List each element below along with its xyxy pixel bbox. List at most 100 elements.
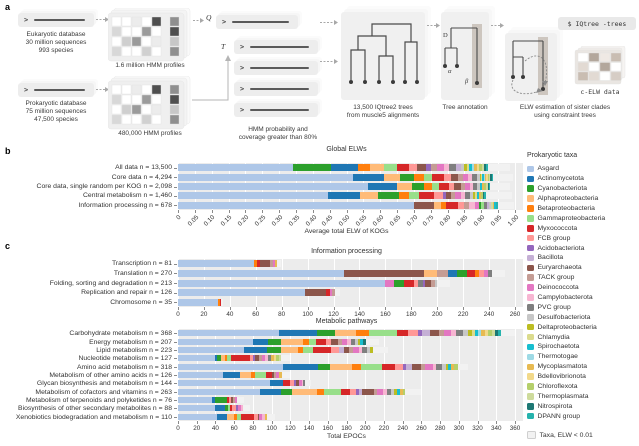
y-tick-mark (174, 195, 177, 197)
x-tick-label: 0.25 (253, 214, 268, 228)
row-label: Nucleotide metabolism n = 127 (78, 355, 172, 363)
bar-segment-fcb-group (250, 355, 253, 362)
legend-swatch (527, 175, 534, 183)
legend-label: Asgard (537, 165, 560, 173)
x-tick-mark (498, 210, 500, 213)
bar-segment-betaproteobacteria (224, 355, 227, 362)
bar-segment-cyanobacteriota (215, 397, 227, 404)
bar-segment-asgard (178, 355, 216, 362)
legend-item: Deltaproteobacteria (527, 322, 639, 332)
bar-segment-chlamydia (474, 192, 477, 200)
bar-row (178, 413, 276, 420)
bar-segment-campylobacterota (469, 201, 475, 209)
bar-row (178, 338, 380, 345)
bar-segment-chloroflexota (487, 330, 493, 337)
bar-segment-myxococcota (439, 183, 450, 190)
bar-segment-actinomycetota (331, 164, 359, 172)
legend-item: Myxococcota (527, 223, 639, 233)
bar-segment-campylobacterota (240, 405, 243, 412)
bar-segment-campylobacterota (461, 192, 466, 200)
legend-swatch (527, 412, 534, 420)
bar-segment-asgard (178, 413, 218, 420)
fasta-gt-icon: > (24, 16, 29, 24)
bar-segment-euryarchaeota (257, 413, 260, 420)
legend-label: Spirochaetota (537, 343, 580, 351)
bar-segment-asgard (178, 397, 212, 404)
bar-segment-mycoplasmatota (492, 201, 495, 209)
bar-segment-deinococcota (298, 380, 302, 387)
bar-segment-deinococcota (235, 397, 237, 404)
bar-segment-chloroflexota (276, 355, 279, 362)
clade-d-label: D (443, 32, 448, 39)
sequence-line-icon (250, 109, 309, 111)
profiles2-caption: 480,000 HMM profiles (118, 130, 182, 137)
gridline (515, 329, 516, 421)
legend-label: Deinococcota (537, 284, 579, 292)
row-label: Metabolism of terpenoids and polyketides… (25, 397, 172, 405)
bar-segment-gammaproteobacteria (226, 355, 232, 362)
row-label: All data n = 13,500 (115, 164, 172, 172)
x-tick-mark (255, 307, 257, 310)
legend-label: Campylobacterota (537, 294, 593, 302)
bar-segment-spirochaetota (482, 173, 484, 181)
row-label: Amino acid metabolism n = 318 (76, 363, 172, 371)
gridline (346, 329, 348, 421)
bar-segment-mycoplasmatota (478, 192, 481, 200)
info-processing-title: Information processing (311, 248, 382, 255)
bar-row (178, 269, 505, 277)
x-tick-mark (464, 210, 466, 213)
x-tick-mark (333, 307, 335, 310)
arrow-icon (320, 20, 338, 25)
legend-swatch (527, 323, 534, 331)
x-tick-label: 0 (175, 214, 183, 222)
bar-segment-fcb-group (449, 183, 455, 190)
legend-swatch (527, 185, 534, 192)
x-tick-mark (477, 421, 479, 424)
legend-item: Mycoplasmatota (527, 362, 639, 372)
legend-item: Cyanobacteriota (527, 184, 639, 194)
hmm-filter-caption: HMM probability and coverage greater tha… (238, 126, 318, 141)
bar-row (178, 183, 510, 190)
legend-label: Bacillota (537, 254, 564, 262)
bar-segment-acidobacteriota (402, 363, 407, 370)
legend-item: Chlamydia (527, 332, 639, 342)
bar-segment-alphaproteobacteria (239, 371, 251, 378)
bar-segment-actinomycetota (279, 330, 317, 337)
bar-segment-deinococcota (237, 405, 241, 412)
bar-segment-mycoplasmatota (474, 164, 478, 172)
bar-segment-thermotogae (478, 330, 482, 337)
bar-segment-tack-group (421, 363, 426, 370)
legend-label: Chlamydia (537, 333, 570, 341)
bar-row (178, 260, 281, 268)
bar-segment-other (497, 201, 515, 209)
bar-segment-pvc-group (449, 164, 456, 172)
bar-segment-myxococcota (403, 279, 414, 287)
bar-segment-fcb-group (253, 413, 258, 420)
bar-segment-fcb-group (457, 201, 465, 209)
bar-segment-asgard (178, 405, 216, 412)
legend-swatch (527, 195, 534, 202)
bar-segment-bacillota (455, 164, 461, 172)
x-tick-label: 60 (230, 425, 238, 432)
x-tick-mark (363, 210, 365, 213)
bar-segment-cyanobacteriota (412, 183, 424, 190)
x-tick-label: 20 (193, 425, 201, 432)
bar-segment-betaproteobacteria (413, 173, 424, 181)
x-tick-mark (290, 421, 292, 424)
bar-row (178, 371, 291, 378)
legend-label: Thermoplasmata (537, 392, 589, 400)
legend-label: Euryarchaeota (537, 264, 582, 272)
bar-segment-other (491, 269, 505, 277)
x-tick-mark (481, 210, 483, 213)
legend-swatch (527, 430, 536, 440)
legend-swatch (527, 234, 534, 242)
bar-segment-fcb-group (331, 346, 339, 353)
bar-segment-bacillota (422, 330, 430, 337)
legend-item: Bacillota (527, 253, 639, 263)
bar-segment-spirochaetota (479, 183, 482, 190)
legend-item: Bdellovibrionota (527, 372, 639, 382)
bar-segment-campylobacterota (264, 355, 268, 362)
bar-segment-euryarchaeota (445, 192, 451, 200)
bar-segment-mycoplasmatota (264, 413, 267, 420)
